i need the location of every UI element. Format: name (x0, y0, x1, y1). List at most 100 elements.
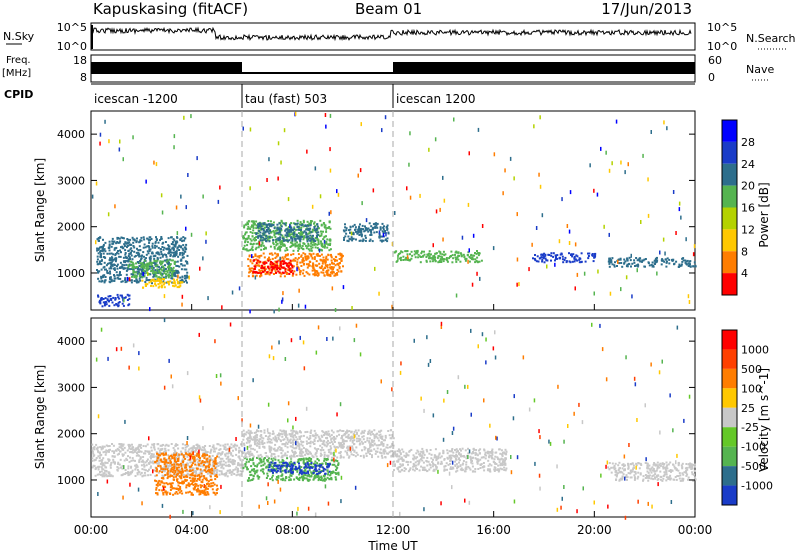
data-cell (310, 429, 313, 432)
data-cell (187, 482, 190, 485)
data-cell (247, 225, 250, 228)
data-cell (327, 439, 329, 442)
data-cell (110, 252, 113, 255)
data-cell (157, 277, 160, 280)
data-cell (275, 255, 278, 258)
data-cell (254, 232, 257, 234)
data-cell (340, 446, 343, 449)
data-cell (364, 229, 367, 232)
data-cell (189, 447, 192, 450)
data-cell (253, 223, 256, 226)
data-cell (133, 266, 136, 269)
data-cell (115, 303, 118, 305)
data-cell (231, 462, 234, 465)
data-cell (459, 260, 462, 263)
data-cell (386, 240, 389, 243)
data-cell (280, 461, 283, 464)
data-cell (653, 259, 656, 262)
data-cell (459, 252, 462, 255)
data-cell (593, 256, 596, 259)
data-cell (329, 273, 332, 276)
data-cell (155, 271, 158, 274)
data-cell (321, 462, 324, 465)
data-cell (200, 472, 203, 475)
data-cell (193, 446, 195, 449)
data-cell (329, 263, 331, 266)
data-cell (316, 434, 319, 437)
data-cell (304, 474, 307, 477)
data-cell (242, 438, 245, 441)
data-cell (121, 474, 124, 476)
data-cell (516, 212, 518, 217)
data-cell (332, 431, 335, 434)
data-cell (200, 448, 203, 451)
data-cell (150, 264, 153, 267)
data-cell (213, 483, 216, 486)
data-cell (144, 246, 147, 249)
data-cell (289, 474, 292, 477)
data-cell (186, 271, 189, 274)
data-cell (541, 258, 544, 261)
data-cell (146, 250, 149, 253)
data-cell (541, 254, 544, 257)
data-cell (160, 467, 163, 470)
data-cell (370, 231, 373, 234)
data-cell (467, 202, 470, 207)
data-cell (263, 267, 266, 269)
data-cell (279, 260, 282, 263)
data-cell (167, 444, 170, 447)
data-cell (121, 447, 124, 450)
data-cell (252, 457, 254, 460)
data-cell (509, 156, 512, 161)
data-cell (330, 478, 333, 481)
data-cell (481, 224, 484, 228)
data-cell (309, 261, 312, 263)
data-cell (277, 254, 279, 257)
data-cell (127, 455, 129, 458)
data-cell (363, 230, 366, 233)
data-cell (151, 443, 154, 446)
data-cell (267, 259, 270, 262)
data-cell (159, 256, 162, 259)
data-cell (212, 461, 214, 464)
data-cell (338, 258, 341, 260)
data-cell (288, 261, 291, 264)
data-cell (261, 468, 264, 471)
data-cell (574, 286, 576, 291)
data-cell (233, 445, 236, 448)
data-cell (191, 450, 194, 453)
data-cell (183, 115, 185, 120)
date-title: 17/Jun/2013 (601, 0, 692, 18)
data-cell (578, 261, 581, 264)
data-cell (284, 268, 287, 270)
data-cell (652, 265, 655, 268)
data-cell (284, 469, 287, 472)
data-cell (138, 459, 141, 462)
data-cell (128, 277, 131, 282)
data-cell (141, 279, 144, 282)
data-cell (367, 431, 370, 433)
data-cell (305, 233, 308, 236)
data-cell (199, 476, 201, 478)
data-cell (182, 480, 185, 483)
data-cell (608, 265, 611, 268)
data-cell (419, 255, 422, 258)
data-cell (230, 453, 233, 456)
data-cell (155, 162, 158, 167)
data-cell (644, 258, 647, 260)
data-cell (254, 470, 257, 473)
data-cell (299, 270, 302, 272)
data-cell (188, 458, 191, 461)
data-cell (113, 264, 116, 267)
data-cell (305, 263, 308, 266)
data-cell (343, 230, 346, 233)
data-cell (106, 450, 109, 453)
data-cell (276, 229, 279, 232)
data-cell (244, 248, 247, 251)
data-cell (201, 469, 204, 472)
data-cell (349, 228, 352, 231)
data-cell (100, 297, 103, 299)
data-cell (309, 253, 312, 256)
data-cell (241, 465, 244, 468)
data-cell (402, 255, 405, 258)
